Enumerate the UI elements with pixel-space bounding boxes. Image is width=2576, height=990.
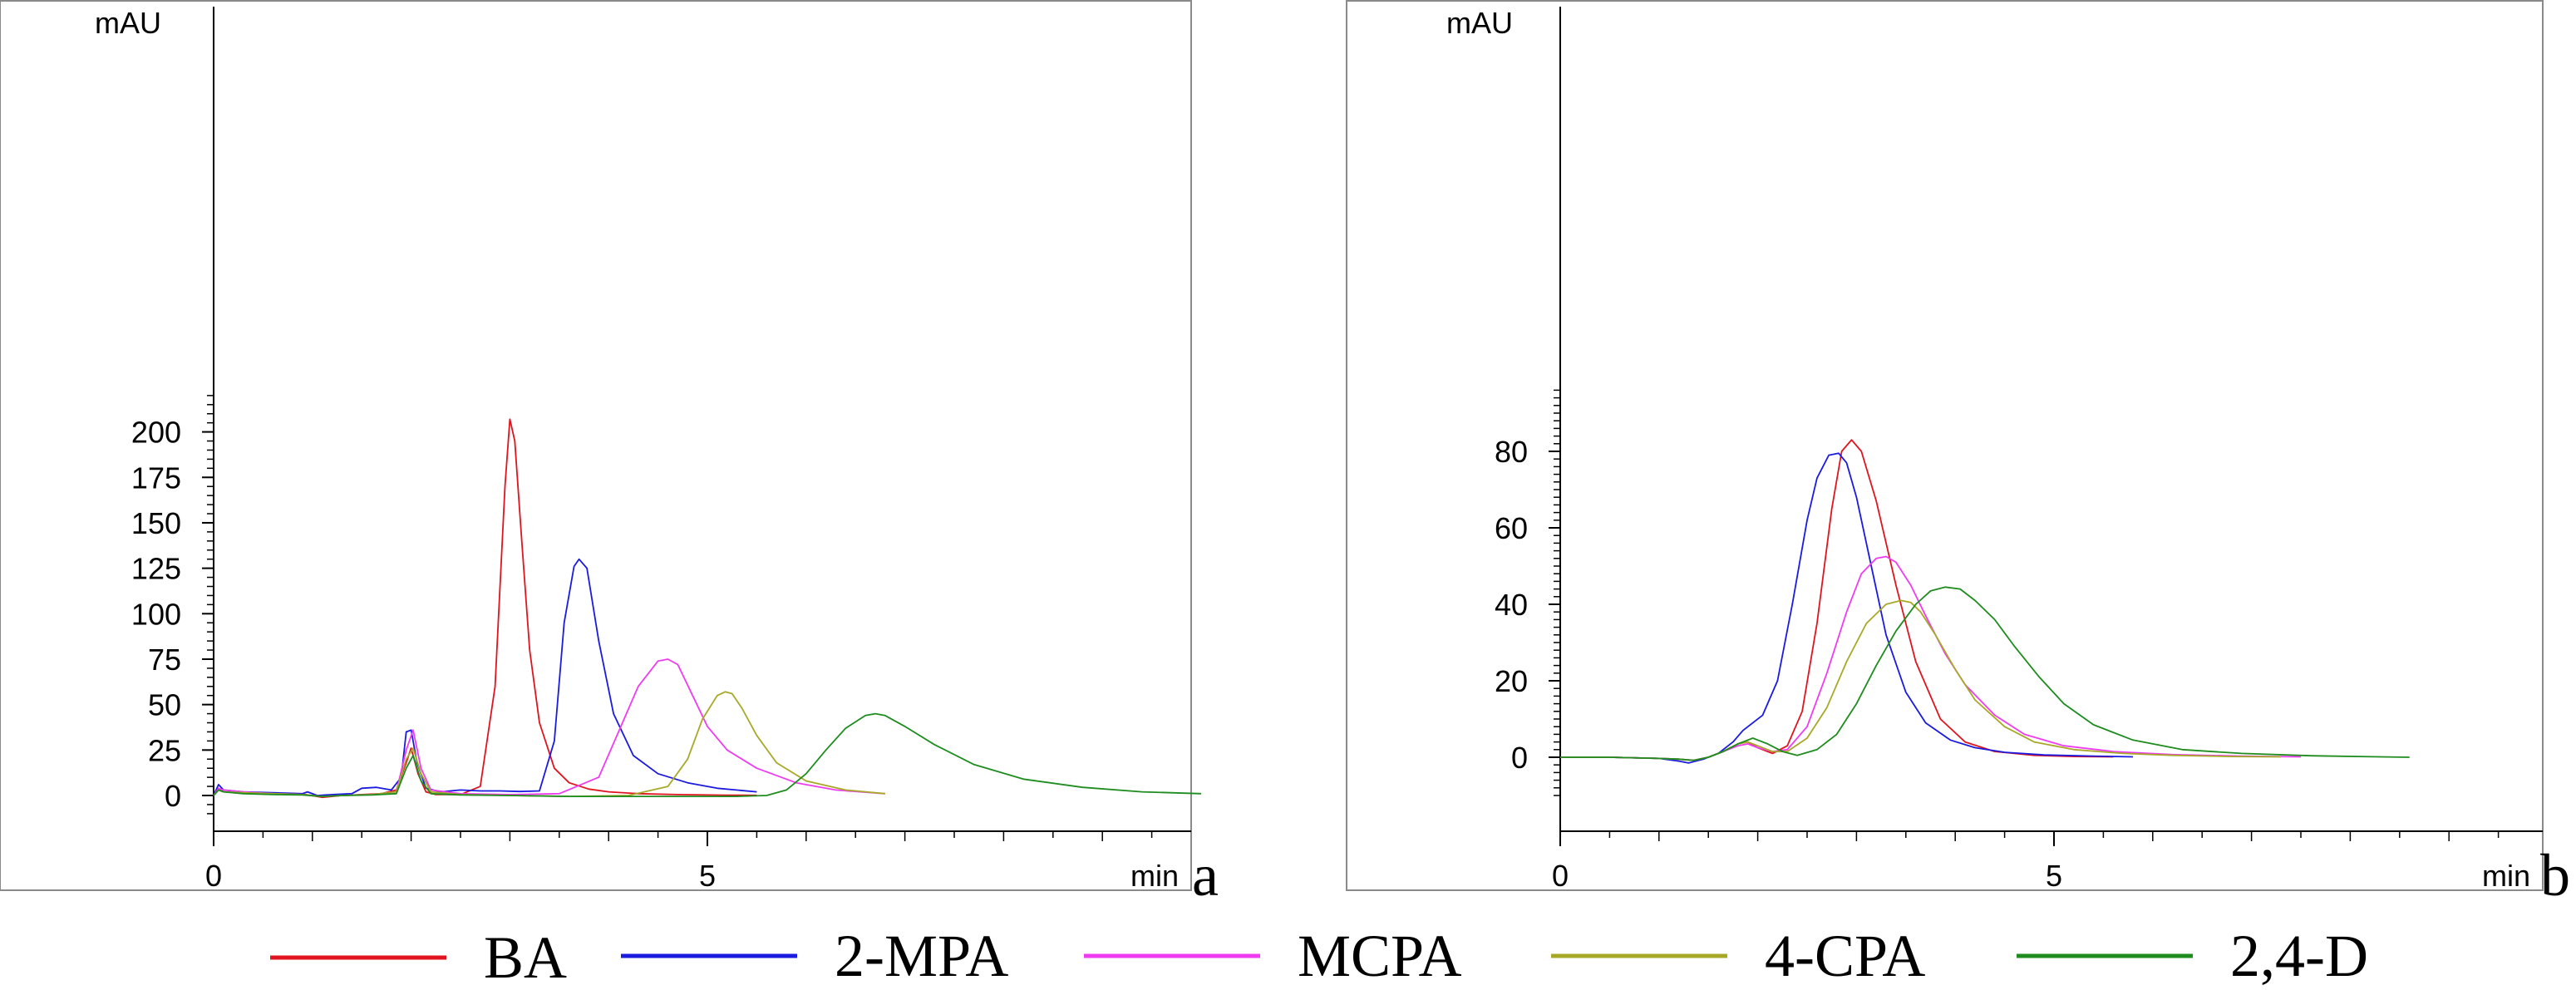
x-tick-label: 0 [1552,859,1569,893]
panel-a-axes: 0 25 50 75 100 125 150 175 200 0 5 [131,7,1191,893]
panel-b-trace-2-mpa [1560,452,2134,764]
y-tick-label: 125 [131,552,181,586]
legend-label-2-mpa: 2-MPA [835,923,1008,989]
panel-b-trace-4-cpa [1560,599,2282,761]
panel-b-traces [1560,439,2410,764]
y-tick-label: 0 [1511,741,1528,775]
legend-label-ba: BA [484,924,567,990]
panel-a-trace-ba [213,418,757,799]
panel-a-traces [213,418,1202,799]
legend-label-4-cpa: 4-CPA [1765,923,1925,989]
panel-b-ylabel: mAU [1446,6,1513,40]
panel-a-chart: 0 25 50 75 100 125 150 175 200 0 5 mAU min a [0,0,1219,909]
panel-b-frame [1346,0,2544,891]
y-tick-label: 60 [1495,511,1528,545]
panel-b-trace-ba [1560,439,2114,761]
legend-label-2-4-d: 2,4-D [2230,923,2368,989]
legend-label-mcpa: MCPA [1298,923,1461,989]
panel-b-trace-2-4-d [1560,586,2410,761]
y-tick-label: 150 [131,506,181,540]
x-tick-label: 0 [205,859,222,893]
panel-a-frame [0,0,1192,891]
panel-b-axes: 0 20 40 60 80 0 5 [1495,7,2543,893]
panel-b-letter: b [2540,842,2570,909]
x-tick-label: 5 [699,859,716,893]
panel-a-ylabel: mAU [95,6,161,40]
panel-a-trace-4-cpa [213,691,885,797]
y-tick-label: 0 [165,779,181,813]
panel-b-xlabel: min [2482,859,2530,893]
y-tick-label: 40 [1495,588,1528,622]
y-tick-label: 100 [131,597,181,631]
legend: BA 2-MPA MCPA 4-CPA 2,4-D [270,923,2368,990]
y-tick-label: 175 [131,461,181,495]
panel-b-chart: 0 20 40 60 80 0 5 mAU min b [1346,0,2570,909]
x-tick-label: 5 [2046,859,2062,893]
panel-b-trace-mcpa [1560,555,2302,761]
y-tick-label: 80 [1495,435,1528,469]
panel-a-xlabel: min [1130,859,1179,893]
y-tick-label: 50 [148,688,181,722]
panel-a-letter: a [1192,842,1219,909]
panel-a-trace-2-mpa [213,558,757,796]
y-tick-label: 20 [1495,664,1528,698]
y-tick-label: 25 [148,733,181,767]
panel-a-trace-2-4-d [213,712,1202,797]
panel-a-trace-mcpa [213,658,885,797]
y-tick-label: 75 [148,643,181,677]
y-tick-label: 200 [131,416,181,450]
